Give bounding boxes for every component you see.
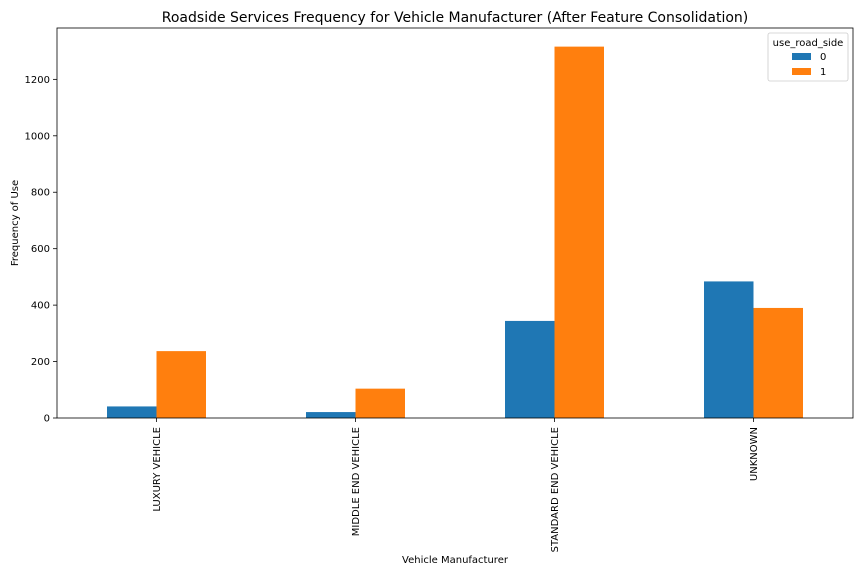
bar-series-1-luxury-vehicle	[156, 351, 206, 418]
bar-series-0-luxury-vehicle	[107, 406, 157, 418]
legend-title: use_road_side	[773, 38, 844, 49]
y-tick-label-400: 400	[31, 301, 50, 312]
bar-series-0-unknown	[704, 281, 754, 418]
bar-series-1-unknown	[753, 307, 803, 418]
legend: use_road_side 0 1	[767, 32, 849, 82]
y-tick-label-600: 600	[31, 244, 50, 255]
bar-series-1-middle-end-vehicle	[355, 388, 405, 418]
y-tick-label-200: 200	[31, 357, 50, 368]
y-tick-label-1000: 1000	[25, 131, 50, 142]
legend-label-1: 1	[820, 67, 826, 78]
y-tick-label-800: 800	[31, 188, 50, 199]
y-axis-label: Frequency of Use	[10, 180, 21, 266]
x-axis-label: Vehicle Manufacturer	[402, 555, 509, 566]
plot-area: 0 200 400 600 800 1000 1200 LUXURY VEHICLE MIDDL…	[25, 27, 854, 552]
x-tick-label-standard-end-vehicle: STANDARD END VEHICLE	[550, 427, 561, 552]
legend-swatch-1	[792, 68, 811, 75]
x-tick-label-luxury-vehicle: LUXURY VEHICLE	[152, 427, 163, 512]
bar-series-0-middle-end-vehicle	[306, 412, 356, 418]
bar-series-0-standard-end-vehicle	[505, 320, 555, 418]
plot-frame	[56, 27, 854, 419]
legend-swatch-0	[792, 53, 811, 60]
chart-title: Roadside Services Frequency for Vehicle …	[162, 10, 748, 26]
y-tick-label-1200: 1200	[25, 75, 50, 86]
x-tick-label-unknown: UNKNOWN	[749, 427, 760, 481]
x-tick-label-middle-end-vehicle: MIDDLE END VEHICLE	[351, 427, 362, 536]
legend-label-0: 0	[820, 52, 826, 63]
y-tick-label-0: 0	[44, 414, 50, 425]
bar-series-1-standard-end-vehicle	[554, 46, 604, 418]
